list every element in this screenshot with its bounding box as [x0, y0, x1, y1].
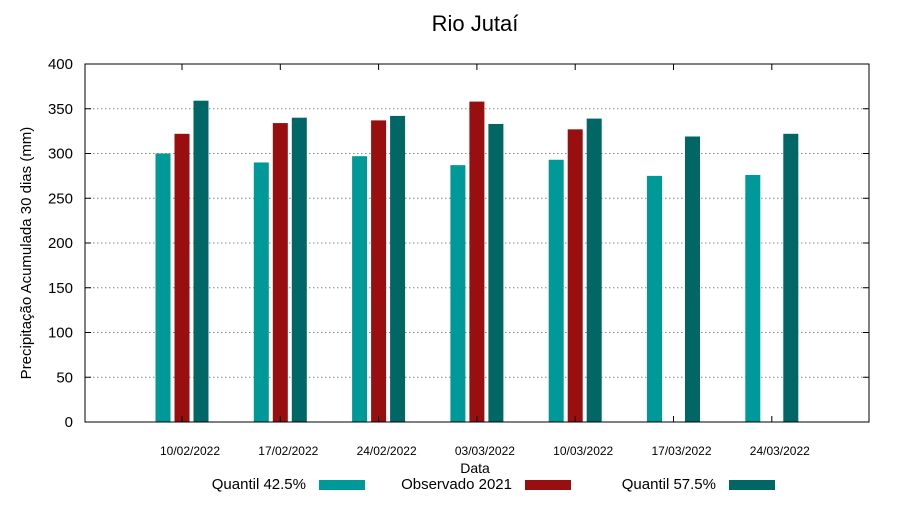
- bar-3: [291, 117, 307, 422]
- bar-3: [783, 133, 799, 422]
- bar-3: [685, 136, 700, 422]
- legend-swatch: [525, 480, 571, 490]
- bar-1: [548, 159, 564, 422]
- bar-1: [745, 174, 761, 422]
- bar-2: [272, 123, 288, 422]
- bar-1: [155, 153, 171, 422]
- y-tick-label: 300: [48, 146, 73, 163]
- bar-2: [469, 101, 485, 422]
- legend-label: Quantil 57.5%: [622, 476, 716, 493]
- y-tick-label: 250: [48, 190, 73, 207]
- x-tick-label: 17/03/2022: [651, 444, 711, 458]
- chart-title: Rio Jutaí: [432, 11, 519, 36]
- legend-swatch: [319, 480, 365, 490]
- x-axis-label: Data: [460, 460, 490, 476]
- bar-2: [371, 120, 387, 422]
- bar-1: [253, 162, 269, 422]
- y-tick-label: 100: [48, 325, 73, 342]
- y-tick-label: 200: [48, 235, 73, 252]
- legend-label: Observado 2021: [401, 476, 512, 493]
- axis-ticks: 0 50 100 150 200 250 300 350 400 10/02/2022 17/02/…: [48, 56, 869, 458]
- x-tick-label: 24/03/2022: [750, 444, 810, 458]
- y-tick-label: 400: [48, 56, 73, 73]
- y-tick-label: 350: [48, 101, 73, 118]
- bars: [155, 100, 799, 422]
- x-tick-label: 24/02/2022: [357, 444, 417, 458]
- legend-label: Quantil 42.5%: [212, 476, 306, 493]
- bar-2: [567, 129, 583, 422]
- bar-1: [647, 175, 662, 422]
- y-axis-label: Precipitação Acumulada 30 dias (mm): [18, 127, 35, 380]
- bar-1: [352, 156, 368, 422]
- x-tick-label: 17/02/2022: [258, 444, 318, 458]
- x-tick-label: 10/02/2022: [160, 444, 220, 458]
- legend: Quantil 42.5% Observado 2021 Quantil 57.5%: [212, 476, 775, 493]
- bar-3: [488, 123, 504, 422]
- bar-3: [390, 115, 406, 422]
- x-tick-label: 10/03/2022: [553, 444, 613, 458]
- y-tick-label: 150: [48, 280, 73, 297]
- bar-1: [450, 165, 466, 422]
- bar-2: [174, 133, 190, 422]
- legend-swatch: [729, 480, 775, 490]
- x-tick-label: 03/03/2022: [455, 444, 515, 458]
- y-tick-label: 0: [65, 414, 73, 431]
- bar-3: [586, 118, 602, 422]
- bar-3: [193, 100, 209, 422]
- y-tick-label: 50: [56, 369, 73, 386]
